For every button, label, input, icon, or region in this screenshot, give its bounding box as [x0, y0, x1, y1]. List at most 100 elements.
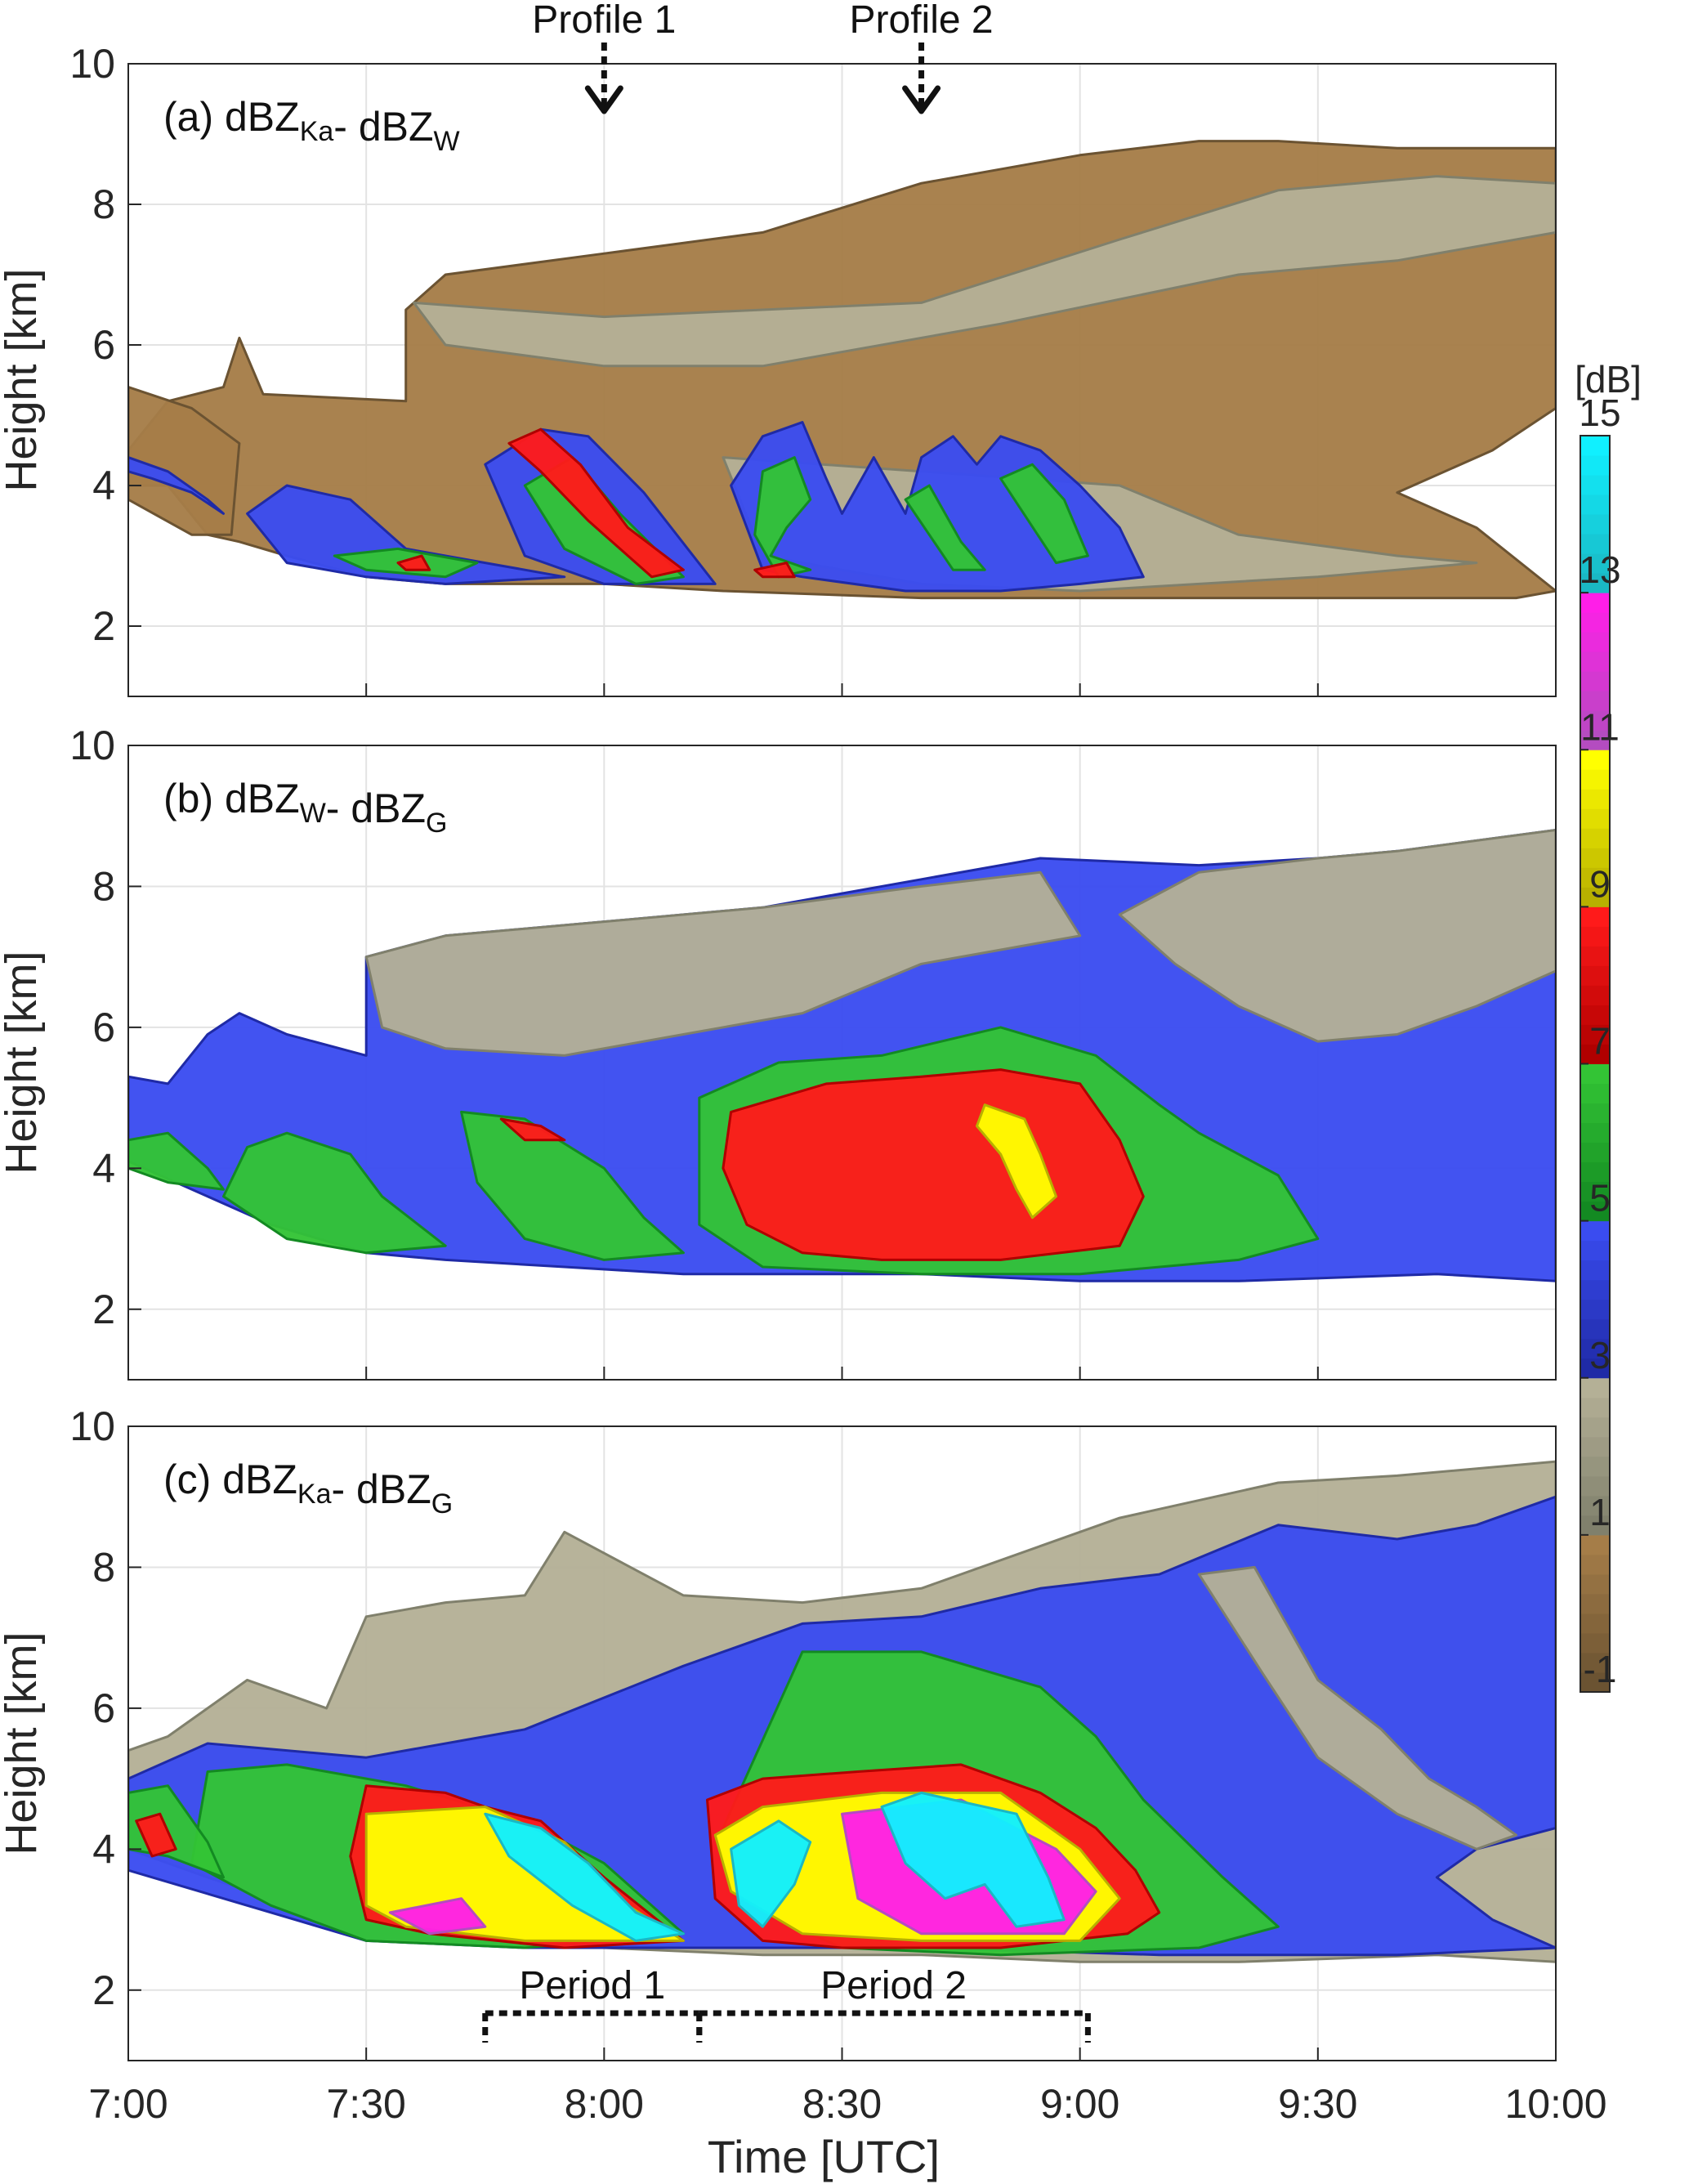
colorbar-cell: [1580, 1318, 1610, 1340]
colorbar-cell: [1580, 1161, 1610, 1183]
x-tick-label: 7:00: [88, 2081, 168, 2127]
colorbar-cell: [1580, 789, 1610, 809]
y-tick-label: 2: [92, 1967, 115, 2013]
profile-marker: Profile 2: [850, 0, 994, 114]
profile-marker: Profile 1: [532, 0, 676, 114]
label-subscript: G: [431, 1488, 453, 1519]
period-bracket: Period 1: [482, 1964, 703, 2043]
colorbar-cell: [1580, 730, 1610, 750]
y-axis-label: Height [km]: [0, 1631, 46, 1855]
colorbar-cell: [1580, 612, 1610, 633]
colorbar-cell: [1580, 965, 1610, 986]
label-text: (b): [163, 776, 225, 821]
colorbar-cell: [1580, 553, 1610, 574]
y-tick-label: 2: [92, 1287, 115, 1332]
colorbar-cell: [1580, 1279, 1610, 1300]
colorbar-tick-label: 7: [1589, 1020, 1611, 1063]
colorbar-cell: [1580, 1024, 1610, 1045]
echo-field: [128, 140, 1556, 600]
colorbar-cell: [1580, 1063, 1610, 1085]
profile-arrow-head: [902, 85, 941, 114]
colorbar-cell: [1580, 514, 1610, 535]
echo-region: [396, 554, 431, 571]
echo-field: [128, 829, 1556, 1282]
colorbar-cell: [1580, 1142, 1610, 1163]
x-tick-label: 9:30: [1278, 2081, 1357, 2127]
colorbar-tick-label: 3: [1589, 1334, 1611, 1376]
colorbar-cell: [1580, 573, 1610, 593]
x-axis-label: Time [UTC]: [708, 2131, 940, 2182]
colorbar-cell: [1580, 808, 1610, 829]
colorbar-cell: [1580, 1672, 1610, 1693]
colorbar-cell: [1580, 593, 1610, 613]
colorbar-cell: [1580, 455, 1610, 476]
echo-region: [135, 1812, 177, 1858]
colorbar-cell: [1580, 1416, 1610, 1438]
label-subscript: W: [434, 126, 460, 157]
label-subscript: G: [426, 808, 447, 839]
colorbar-cell: [1580, 1475, 1610, 1497]
colorbar-cell: [1580, 1593, 1610, 1614]
y-axis-label: Height [km]: [0, 951, 46, 1174]
colorbar-cell: [1580, 1083, 1610, 1104]
period-bracket: Period 2: [696, 1964, 1091, 2043]
label-subscript: Ka: [297, 1479, 332, 1510]
echo-region: [753, 456, 812, 579]
colorbar-cell: [1580, 887, 1610, 907]
colorbar-cell: [1580, 848, 1610, 868]
colorbar-cell: [1580, 710, 1610, 731]
colorbar-cell: [1580, 475, 1610, 495]
colorbar-cell: [1580, 1495, 1610, 1516]
colorbar-cell: [1580, 867, 1610, 888]
echo-region: [484, 1812, 685, 1942]
y-tick-label: 4: [92, 1145, 115, 1191]
echo-region: [364, 870, 1082, 1057]
echo-region: [976, 1103, 1057, 1220]
colorbar-cell: [1580, 1299, 1610, 1320]
x-tick-label: 10:00: [1504, 2081, 1606, 2127]
panel-b: 2 4 6 8 10 Height [km] (b) dBZW- dBZG: [0, 723, 1557, 1381]
colorbar-tick-label: 13: [1579, 548, 1620, 591]
echo-region: [730, 1819, 812, 1928]
label-text: (c): [163, 1457, 222, 1502]
label-text: dBZ: [225, 94, 300, 140]
y-tick-label: 10: [69, 723, 115, 768]
panel-a: 2 4 6 8 10 Height [km] (a) dBZKa- dBZW: [0, 41, 1557, 697]
colorbar-cell: [1580, 691, 1610, 711]
label-text: - dBZ: [326, 785, 426, 831]
colorbar-cell: [1580, 1103, 1610, 1124]
echo-region: [412, 175, 1556, 368]
colorbar-cell: [1580, 1456, 1610, 1477]
period-label: Period 1: [519, 1964, 665, 2007]
label-subscript: W: [300, 798, 326, 829]
x-tick-label: 9:00: [1040, 2081, 1119, 2127]
colorbar-cell: [1580, 1260, 1610, 1281]
colorbar-cell: [1580, 1554, 1610, 1575]
colorbar-cell: [1580, 671, 1610, 691]
echo-region: [128, 456, 225, 515]
x-tick-label: 7:30: [327, 2081, 406, 2127]
y-tick-label: 8: [92, 181, 115, 227]
colorbar-tick-label: -1: [1584, 1648, 1617, 1690]
colorbar-cell: [1580, 1436, 1610, 1457]
label-text: - dBZ: [332, 1466, 431, 1512]
echo-field: [128, 1460, 1556, 1963]
colorbar-cell: [1580, 1005, 1610, 1025]
annotations-layer: Profile 1 Profile 2 Period 1 Period 2: [482, 0, 1091, 2043]
echo-region: [904, 484, 986, 571]
echo-region: [128, 1131, 225, 1191]
echo-region: [1118, 829, 1556, 1043]
profile-arrow-head: [584, 85, 623, 114]
colorbar-cell: [1580, 1358, 1610, 1379]
colorbar-cell: [1580, 1534, 1610, 1555]
panel-c: 2 4 6 8 10 7:00 7:30 8:00 8:30 9:00 9:30 10:00 Heigh…: [0, 1403, 1607, 2127]
y-tick-label: 10: [69, 1403, 115, 1449]
echo-region: [507, 427, 685, 579]
echo-region: [880, 1791, 1066, 1928]
colorbar-cell: [1580, 651, 1610, 672]
label-text: (a): [163, 94, 225, 140]
colorbar-cell: [1580, 436, 1610, 456]
colorbar-cell: [1580, 1652, 1610, 1673]
colorbar-cell: [1580, 985, 1610, 1005]
